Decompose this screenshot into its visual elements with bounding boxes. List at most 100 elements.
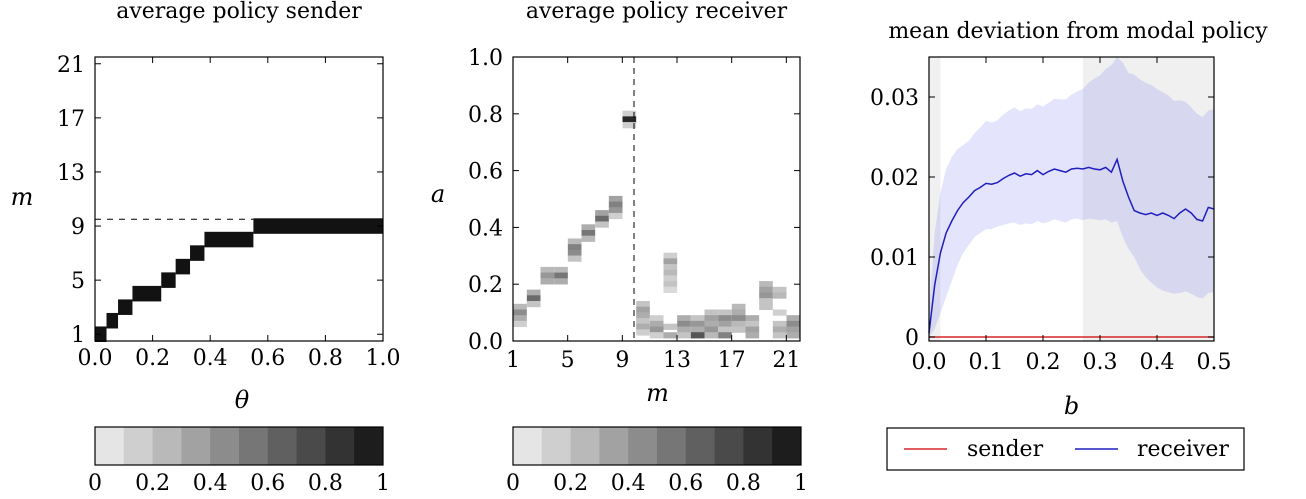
- colorbar-tick-label: 0.2: [553, 471, 588, 496]
- colorbar-tick-label: 0.6: [250, 471, 285, 496]
- y-tick-label: 0.8: [468, 103, 503, 128]
- colorbar-swatch: [152, 427, 182, 465]
- heatmap-cell: [772, 332, 787, 339]
- heatmap-cell: [513, 320, 527, 328]
- heatmap-cell: [595, 221, 609, 228]
- heatmap-cell: [636, 318, 650, 325]
- heatmap-cell: [772, 286, 787, 293]
- y-tick-label: 0: [905, 326, 919, 351]
- heatmap-cell: [540, 266, 555, 274]
- heatmap-cell: [718, 326, 732, 333]
- colorbar-swatch: [570, 427, 600, 465]
- heatmap-cell: [690, 320, 705, 328]
- heatmap-cell: [745, 332, 760, 339]
- heatmap-cell: [106, 312, 119, 329]
- x-tick-label: 0.0: [912, 350, 947, 375]
- heatmap-cell: [118, 299, 133, 315]
- heatmap-cell: [190, 245, 205, 261]
- y-tick-label: 0.03: [870, 86, 919, 111]
- y-tick-label: 0.2: [468, 273, 503, 298]
- colorbar-swatch: [296, 427, 326, 465]
- x-tick-label: 0.6: [250, 346, 285, 371]
- colorbar-swatch: [599, 427, 629, 465]
- heatmap-cell: [663, 252, 678, 259]
- colorbar-swatch: [267, 427, 297, 465]
- heatmap-cell: [513, 315, 527, 322]
- heatmap-cell: [608, 195, 623, 203]
- heatmap-cell: [526, 289, 541, 296]
- heatmap-cell: [608, 201, 623, 208]
- heatmap-cell: [690, 315, 705, 322]
- y-tick-label: 0.0: [468, 330, 503, 355]
- heatmap-cell: [786, 332, 801, 339]
- y-tick-label: 0.02: [870, 166, 919, 191]
- heatmap-cell: [554, 278, 568, 285]
- colorbar-swatch: [239, 427, 269, 465]
- chart-title: mean deviation from modal policy: [888, 19, 1268, 44]
- y-tick-label: 0.01: [870, 246, 919, 271]
- x-tick-label: 0.1: [969, 350, 1004, 375]
- x-tick-label: 17: [718, 348, 746, 373]
- x-axis-label: θ: [235, 386, 250, 414]
- heatmap-cell: [745, 315, 760, 322]
- y-tick-label: 0.4: [468, 216, 503, 241]
- heatmap-cell: [513, 309, 527, 316]
- colorbar-tick-label: 1: [376, 471, 390, 496]
- colorbar-swatch: [714, 427, 744, 465]
- x-tick-label: 0.2: [135, 346, 170, 371]
- y-tick-label: 1.0: [468, 46, 503, 71]
- heatmap-cell: [677, 326, 691, 333]
- heatmap-cell: [786, 320, 801, 328]
- heatmap-cell: [731, 326, 746, 333]
- colorbar-frame: [94, 426, 384, 466]
- heatmap-cell: [595, 210, 609, 217]
- sender-heatmap-panel: [94, 56, 384, 342]
- heatmap-cell: [677, 332, 691, 339]
- colorbar-swatch: [657, 427, 687, 465]
- heatmap-cell: [204, 231, 254, 248]
- heatmap-cell: [759, 298, 773, 305]
- heatmap-cell: [161, 272, 176, 288]
- heatmap-cell: [608, 207, 623, 214]
- heatmap-cell: [718, 332, 732, 339]
- x-tick-label: 5: [561, 348, 575, 373]
- heatmap-cell: [636, 312, 650, 319]
- y-tick-label: 13: [57, 161, 85, 186]
- colorbar-swatch: [685, 427, 715, 465]
- heatmap-cell: [513, 303, 527, 311]
- heatmap-cell: [663, 281, 678, 288]
- heatmap-cell: [649, 326, 664, 333]
- chart-title: average policy sender: [116, 0, 362, 24]
- heatmap-cell: [581, 224, 596, 231]
- colorbar-swatch: [325, 427, 355, 465]
- x-tick-label: 0.0: [78, 346, 113, 371]
- receiver-series-line: [928, 157, 1215, 334]
- x-tick-label: 0.3: [1083, 350, 1118, 375]
- heatmap-cell: [704, 332, 719, 339]
- heatmap-cell: [718, 315, 732, 322]
- heatmap-cell: [540, 272, 555, 279]
- heatmap-cell: [677, 315, 691, 322]
- x-tick-label: 9: [615, 348, 629, 373]
- heatmap-cell: [731, 315, 746, 322]
- heatmap-cell: [663, 269, 678, 276]
- heatmap-cell: [567, 238, 582, 245]
- heatmap-cell: [636, 306, 650, 313]
- heatmap-cell: [731, 309, 746, 316]
- heatmap-cell: [636, 323, 650, 330]
- legend-receiver-label: receiver: [1137, 437, 1229, 462]
- heatmap-cell: [704, 320, 719, 328]
- heatmap-cell: [772, 309, 787, 316]
- x-tick-label: 1: [506, 348, 520, 373]
- heatmap-cell: [649, 315, 664, 322]
- heatmap-cell: [718, 320, 732, 328]
- colorbar-swatch: [772, 427, 802, 465]
- heatmap-cell: [253, 218, 383, 234]
- y-axis-label: m: [11, 183, 34, 211]
- x-tick-label: 1.0: [366, 346, 401, 371]
- heatmap-cell: [526, 300, 541, 308]
- heatmap-cell: [649, 332, 664, 339]
- colorbar-tick-label: 0.4: [193, 471, 228, 496]
- heatmap-cell: [786, 315, 801, 322]
